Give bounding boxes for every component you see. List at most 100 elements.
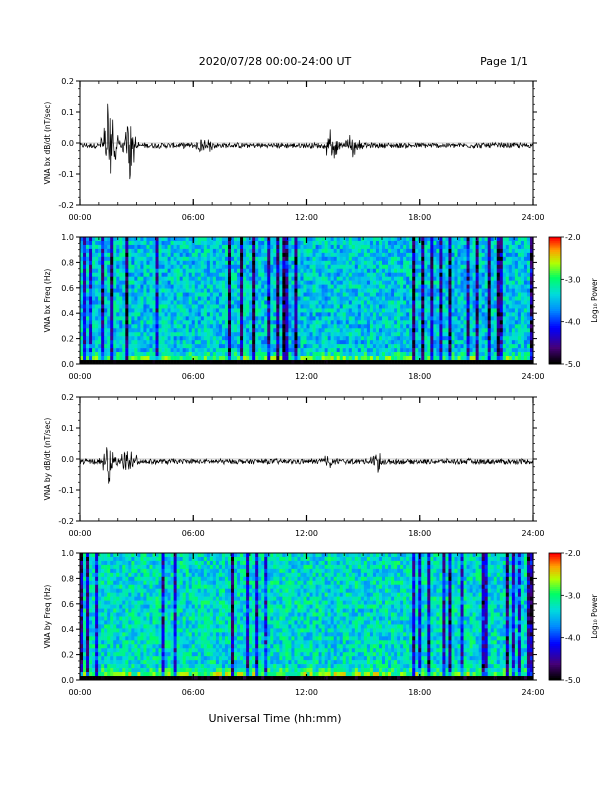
spectrogram-cell (433, 332, 437, 337)
spectrogram-cell (137, 312, 141, 317)
spectrogram-cell (107, 272, 111, 277)
spectrogram-cell (433, 304, 437, 309)
spectrogram-cell (261, 252, 265, 258)
spectrogram-cell (388, 237, 392, 242)
spectrogram-cell (273, 284, 277, 289)
spectrogram-cell (104, 288, 108, 293)
spectrogram-cell (339, 288, 344, 293)
spectrogram-cell (481, 296, 485, 301)
spectrogram-cell (143, 288, 147, 293)
spectrogram-cell (185, 360, 190, 365)
spectrogram-cell (122, 344, 126, 349)
spectrogram-cell (460, 280, 464, 285)
spectrogram-cell (309, 352, 313, 357)
spectrogram-cell (191, 276, 196, 281)
spectrogram-cell (496, 344, 501, 349)
spectrogram-cell (336, 348, 341, 353)
spectrogram-cell (388, 268, 392, 274)
spectrogram-cell (394, 360, 398, 365)
spectrogram-cell (324, 292, 328, 297)
spectrogram-cell (415, 320, 419, 325)
spectrogram-cell (303, 312, 307, 317)
spectrogram-cell (514, 328, 519, 333)
spectrogram-cell (442, 320, 446, 325)
spectrogram-cell (493, 264, 498, 270)
spectrogram-cell (351, 344, 356, 349)
spectrogram-cell (469, 260, 473, 266)
spectrogram-cell (267, 324, 271, 329)
spectrogram-cell (309, 340, 313, 345)
spectrogram-cell (149, 272, 153, 277)
spectrogram-cell (224, 248, 229, 254)
spectrogram-cell (345, 332, 350, 337)
spectrogram-cell (218, 268, 223, 274)
spectrogram-cell (294, 324, 298, 329)
spectrogram-cell (188, 316, 193, 321)
spectrogram-cell (400, 344, 404, 349)
spectrogram-cell (351, 352, 356, 357)
spectrogram-cell (433, 308, 437, 313)
spectrogram-cell (502, 316, 507, 321)
spectrogram-cell (409, 272, 413, 277)
spectrogram-cell (502, 304, 507, 309)
spectrogram-cell (378, 300, 383, 305)
spectrogram-cell (409, 252, 413, 258)
spectrogram-cell (400, 260, 404, 266)
spectrogram-cell (288, 360, 292, 365)
spectrogram-cell (388, 316, 392, 321)
spectrogram-cell (288, 312, 292, 317)
spectrogram-cell (439, 272, 443, 277)
spectrogram-cell (270, 280, 274, 285)
spectrogram-cell (137, 300, 141, 305)
spectrogram-cell (218, 300, 223, 305)
spectrogram-cell (448, 356, 452, 361)
spectrogram-cell (309, 300, 313, 305)
spectrogram-cell (200, 324, 205, 329)
spectrogram-cell (261, 352, 265, 357)
spectrogram-cell (252, 344, 256, 349)
spectrogram-cell (131, 264, 135, 270)
spectrogram-cell (264, 240, 268, 246)
spectrogram-cell (484, 352, 488, 357)
spectrogram-cell (194, 292, 199, 297)
spectrogram-cell (406, 340, 410, 345)
spectrogram-cell (412, 340, 416, 345)
spectrogram-cell (104, 336, 108, 341)
spectrogram-cell (427, 308, 431, 313)
spectrogram-cell (324, 260, 328, 266)
spectrogram-cell (249, 248, 253, 254)
spectrogram-cell (113, 256, 117, 262)
spectrogram-cell (394, 352, 398, 357)
spectrogram-cell (466, 292, 470, 297)
spectrogram-cell (400, 304, 404, 309)
spectrogram-cell (200, 332, 205, 337)
spectrogram-cell (116, 276, 120, 281)
spectrogram-cell (415, 292, 419, 297)
spectrogram-cell (339, 356, 344, 361)
spectrogram-cell (203, 356, 208, 361)
spectrogram-cell (324, 296, 328, 301)
spectrogram-cell (164, 260, 168, 266)
spectrogram-cell (463, 268, 467, 274)
spectrogram-cell (282, 352, 286, 357)
spectrogram-cell (357, 324, 362, 329)
spectrogram-cell (385, 256, 389, 262)
spectrogram-cell (505, 328, 510, 333)
spectrogram-cell (176, 260, 180, 266)
spectrogram-cell (303, 344, 307, 349)
spectrogram-cell (252, 356, 256, 361)
spectrogram-cell (185, 292, 190, 297)
spectrogram-cell (385, 248, 389, 254)
spectrogram-cell (234, 248, 238, 254)
spectrogram-cell (264, 348, 268, 353)
spectrogram-cell (478, 340, 482, 345)
spectrogram-cell (264, 244, 268, 250)
spectrogram-cell (203, 336, 208, 341)
spectrogram-cell (227, 324, 232, 329)
spectrogram-cell (354, 284, 359, 289)
spectrogram-cell (261, 328, 265, 333)
spectrogram-cell (496, 356, 501, 361)
spectrogram-cell (170, 260, 174, 266)
spectrogram-cell (143, 284, 147, 289)
spectrogram-cell (116, 292, 120, 297)
